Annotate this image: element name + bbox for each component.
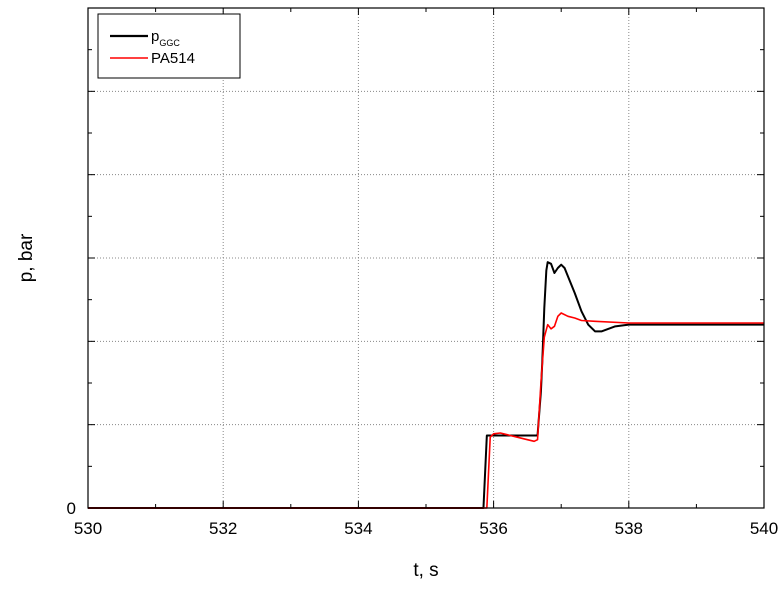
series-line-pa514 (88, 312, 764, 509)
x-axis-title: t, s (413, 560, 438, 581)
x-tick-label: 530 (74, 519, 102, 538)
x-tick-label: 538 (615, 519, 643, 538)
series-line-pggc (88, 261, 764, 509)
x-tick-label: 534 (344, 519, 372, 538)
x-tick-label: 536 (479, 519, 507, 538)
y-tick-label: 0 (67, 499, 76, 518)
x-tick-label: 532 (209, 519, 237, 538)
legend-box (97, 13, 241, 79)
x-tick-label: 540 (750, 519, 778, 538)
legend-label: PA514 (151, 50, 195, 67)
y-axis-title: p, bar (16, 233, 37, 282)
plot-area (88, 8, 764, 508)
legend-label: pGGC (151, 28, 180, 48)
